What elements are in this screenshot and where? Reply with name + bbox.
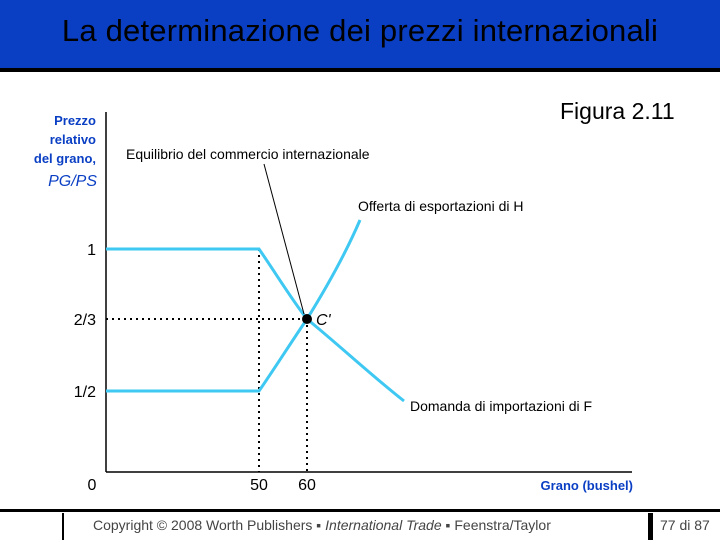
y-tick-1: 1: [87, 242, 96, 259]
title-bar: La determinazione dei prezzi internazion…: [0, 0, 720, 72]
equilibrium-pointer: [263, 163, 305, 315]
equilibrium-label: Equilibrio del commercio internazionale: [126, 146, 370, 162]
demand-curve-label: Domanda di importazioni di F: [410, 398, 592, 414]
y-axis-label-line-1: Prezzo: [54, 113, 96, 128]
equilibrium-point: [302, 314, 312, 324]
import-demand-curve: [106, 247, 405, 403]
footer-divider-right: [648, 513, 653, 540]
slide-title: La determinazione dei prezzi internazion…: [61, 13, 659, 48]
footer-book-title: International Trade: [325, 517, 442, 533]
y-axis-label-line-2: relativo: [50, 132, 96, 147]
footer-copyright: Copyright © 2008 Worth Publishers ▪ Inte…: [93, 517, 551, 533]
supply-curve-label: Offerta di esportazioni di H: [358, 198, 524, 214]
equilibrium-point-label: C': [316, 312, 332, 329]
x-tick-50: 50: [250, 477, 268, 494]
x-axis-label: Grano (bushel): [541, 478, 633, 493]
y-axis-label-line-3: del grano,: [34, 151, 96, 166]
export-supply-curve: [106, 219, 362, 393]
footer-authors: ▪ Feenstra/Taylor: [441, 517, 551, 533]
page-number: 77 di 87: [660, 517, 710, 533]
x-tick-60: 60: [298, 477, 316, 494]
y-axis-symbol: PG/PS: [48, 173, 97, 190]
y-axis-label: Prezzo relativo del grano,: [34, 113, 96, 166]
footer-copyright-prefix: Copyright © 2008 Worth Publishers ▪: [93, 517, 326, 533]
figure-label: Figura 2.11: [560, 98, 675, 124]
x-tick-0: 0: [88, 477, 97, 494]
trade-equilibrium-diagram: Prezzo relativo del grano, PG/PS Grano (…: [34, 112, 633, 494]
footer-rule: [0, 509, 720, 512]
y-tick-2-3: 2/3: [74, 312, 96, 329]
footer-divider-left: [62, 513, 64, 540]
y-tick-1-2: 1/2: [74, 384, 96, 401]
